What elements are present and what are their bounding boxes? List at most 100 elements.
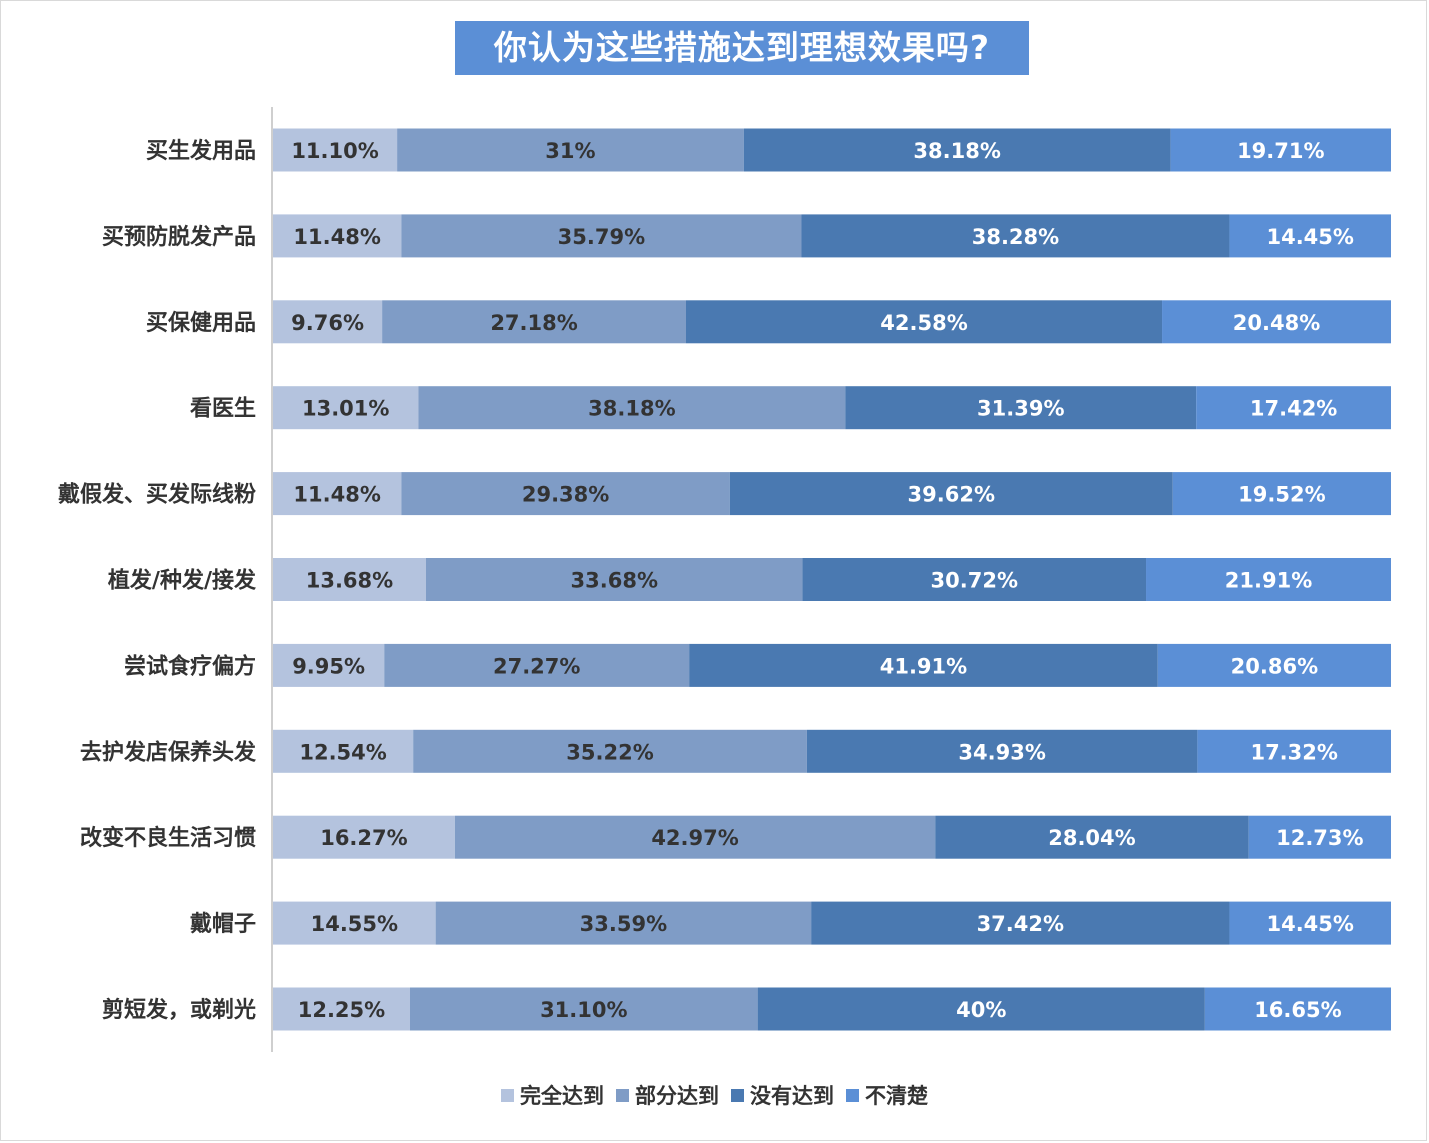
legend-item: 完全达到 — [501, 1080, 604, 1110]
data-label: 42.97% — [651, 826, 738, 850]
bar-segment — [273, 558, 426, 601]
data-label: 12.54% — [299, 740, 386, 764]
bar-segment — [935, 815, 1249, 859]
data-label: 14.55% — [311, 912, 398, 936]
data-label: 11.48% — [293, 483, 380, 507]
bar-segment — [413, 729, 807, 773]
legend-swatch — [616, 1088, 629, 1102]
bar-segment — [685, 300, 1163, 344]
bar-segment — [273, 729, 414, 773]
category-label: 尝试食疗偏方 — [124, 653, 256, 679]
legend-item: 没有达到 — [731, 1080, 834, 1110]
data-label: 14.45% — [1266, 225, 1353, 249]
bar-segment — [401, 214, 802, 258]
bar-segment — [397, 128, 744, 172]
chart-title: 你认为这些措施达到理想效果吗? — [455, 21, 1029, 75]
bar-segment — [801, 214, 1230, 258]
bar-segment — [273, 214, 402, 258]
data-label: 35.22% — [566, 740, 653, 764]
legend-swatch — [731, 1088, 744, 1102]
bar-segment — [384, 643, 690, 687]
bar-segment — [1229, 214, 1391, 258]
category-label: 剪短发，或剃光 — [102, 997, 256, 1023]
data-label: 28.04% — [1048, 826, 1135, 850]
bar-segment — [401, 472, 730, 516]
data-label: 31.39% — [977, 397, 1064, 421]
data-label: 35.79% — [558, 225, 645, 249]
bar-segment — [689, 643, 1158, 687]
bar-segment — [1170, 128, 1391, 172]
data-label: 38.18% — [588, 397, 675, 421]
bar-segment — [757, 987, 1205, 1031]
data-label: 19.71% — [1237, 139, 1324, 163]
data-label: 19.52% — [1238, 483, 1325, 507]
bar-segment — [845, 386, 1197, 430]
bar-segment — [1162, 300, 1391, 344]
data-label: 39.62% — [908, 483, 995, 507]
legend-item: 部分达到 — [616, 1080, 719, 1110]
data-label: 14.45% — [1266, 912, 1353, 936]
bar-segment — [382, 300, 686, 344]
bar-segment — [273, 300, 383, 344]
category-label: 买预防脱发产品 — [102, 224, 256, 250]
data-label: 13.68% — [306, 569, 393, 593]
bar-segment — [454, 815, 936, 859]
bar-segment — [273, 472, 402, 516]
bar-segment — [273, 643, 385, 687]
category-label: 买生发用品 — [146, 138, 256, 164]
data-label: 38.18% — [913, 139, 1000, 163]
data-label: 13.01% — [302, 397, 389, 421]
data-label: 42.58% — [880, 311, 967, 335]
data-label: 20.86% — [1231, 654, 1318, 678]
bar-segment — [1248, 815, 1391, 859]
category-label: 买保健用品 — [146, 310, 256, 336]
legend-label: 部分达到 — [635, 1084, 719, 1108]
legend-label: 不清楚 — [865, 1084, 928, 1108]
category-label: 植发/种发/接发 — [108, 568, 257, 594]
legend-swatch — [501, 1088, 514, 1102]
data-label: 17.32% — [1250, 740, 1337, 764]
data-label: 29.38% — [522, 483, 609, 507]
bar-segment — [1172, 472, 1391, 516]
category-label: 去护发店保养头发 — [80, 739, 257, 765]
data-label: 31.10% — [540, 998, 627, 1022]
bar-segment — [273, 901, 436, 945]
legend-item: 不清楚 — [846, 1080, 928, 1110]
data-label: 16.27% — [320, 826, 407, 850]
bar-segment — [1204, 987, 1391, 1031]
data-label: 27.18% — [490, 311, 577, 335]
bar-segment — [1157, 643, 1391, 687]
bar-segment — [409, 987, 758, 1031]
bar-segment — [1229, 901, 1391, 945]
bar-segment — [1197, 729, 1391, 773]
bar-segment — [435, 901, 812, 945]
data-label: 38.28% — [972, 225, 1059, 249]
data-label: 9.95% — [292, 654, 365, 678]
category-label: 改变不良生活习惯 — [80, 825, 256, 851]
data-label: 20.48% — [1233, 311, 1320, 335]
data-label: 33.68% — [571, 569, 658, 593]
bar-segment — [418, 386, 846, 430]
data-label: 11.48% — [293, 225, 380, 249]
bar-segment — [802, 558, 1147, 601]
data-label: 40% — [956, 998, 1006, 1022]
data-label: 17.42% — [1250, 397, 1337, 421]
data-label: 16.65% — [1254, 998, 1341, 1022]
bar-segment — [273, 987, 410, 1031]
data-label: 9.76% — [291, 311, 364, 335]
bar-segment — [729, 472, 1173, 516]
bar-segment — [425, 558, 803, 601]
bar-segment — [806, 729, 1198, 773]
bar-segment — [743, 128, 1171, 172]
chart-legend: 完全达到 部分达到 没有达到 不清楚 — [0, 1080, 1429, 1110]
category-label: 看医生 — [190, 397, 256, 422]
bar-segment — [1146, 558, 1391, 601]
data-label: 11.10% — [291, 139, 378, 163]
legend-swatch — [846, 1088, 859, 1102]
data-label: 34.93% — [958, 740, 1045, 764]
category-label: 戴假发、买发际线粉 — [58, 482, 256, 508]
bar-segment — [811, 901, 1230, 945]
data-label: 33.59% — [580, 912, 667, 936]
